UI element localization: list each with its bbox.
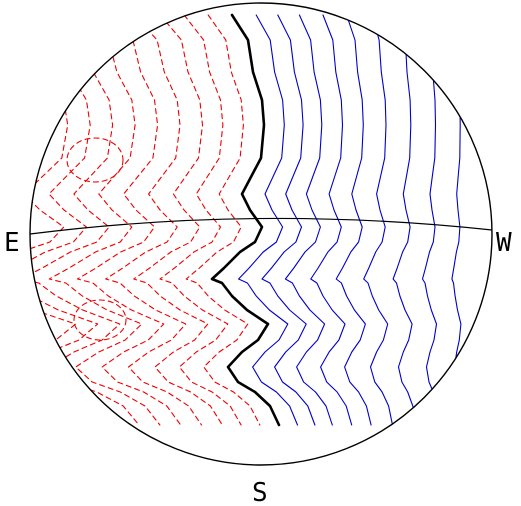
positive-contour-4: [310, 14, 353, 426]
west-label: W: [496, 228, 512, 258]
negative-contour-8: [30, 14, 119, 426]
negative-contour-1: [185, 14, 261, 426]
positive-contour-3: [284, 14, 333, 426]
negative-contour-5: [76, 14, 182, 426]
south-label: S: [252, 478, 268, 506]
positive-contour-6: [363, 14, 394, 426]
sphere-outline: [29, 2, 493, 466]
positive-contour-7: [392, 14, 417, 426]
nodal-zero-line: [210, 13, 281, 427]
negative-contour-9: [30, 14, 98, 426]
negative-contour-4: [105, 14, 203, 426]
positive-contour-9: [451, 14, 464, 426]
positive-contours: [238, 14, 464, 426]
negative-contour-6: [48, 14, 161, 426]
positive-contour-1: [238, 14, 299, 426]
positive-contour-8: [421, 14, 440, 426]
east-label: E: [4, 228, 20, 258]
positive-contour-2: [261, 14, 316, 426]
negative-contour-7: [30, 14, 140, 426]
horizon-line: [29, 217, 493, 235]
negative-contour-3: [133, 14, 223, 426]
negative-closed-contour-2: [73, 299, 127, 341]
contour-field: [30, 13, 464, 427]
negative-closed-contour-1: [66, 137, 124, 183]
negative-contours: [30, 14, 261, 426]
negative-contour-2: [159, 14, 242, 426]
positive-contour-5: [335, 14, 372, 426]
